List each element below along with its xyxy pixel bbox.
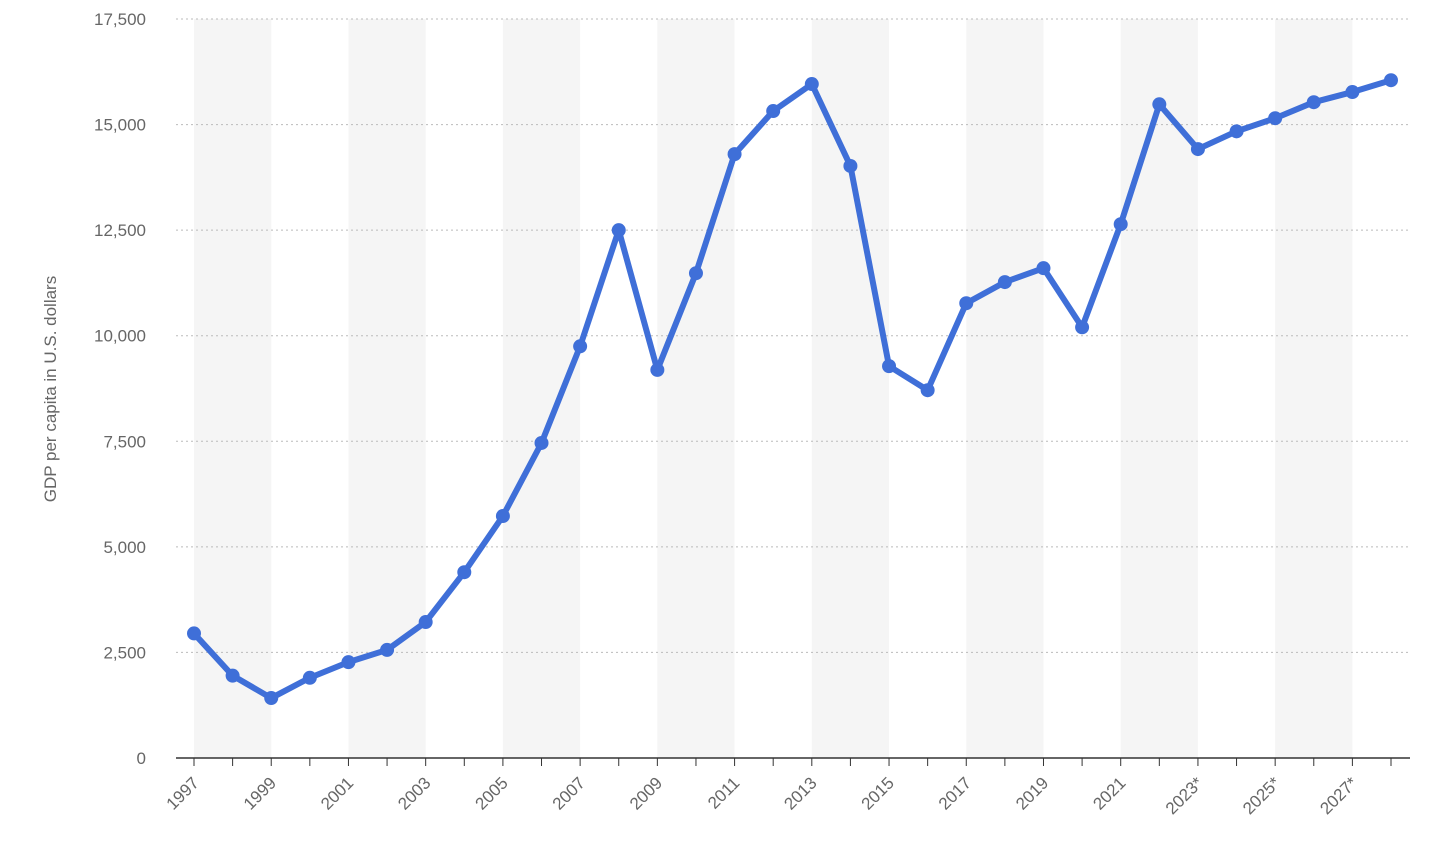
x-tick-label: 2001 (317, 773, 357, 813)
x-tick-label: 2027* (1316, 773, 1361, 818)
point (187, 626, 201, 641)
point (688, 266, 703, 281)
y-tick-label: 17,500 (94, 10, 146, 29)
x-tick-label: 2007 (549, 773, 589, 813)
point (418, 615, 433, 630)
point (727, 147, 742, 162)
point (1384, 73, 1398, 88)
band (966, 19, 1044, 758)
point (573, 339, 588, 354)
x-tick-label: 2013 (780, 773, 820, 813)
point (264, 691, 279, 706)
point (1268, 111, 1283, 126)
point (766, 104, 781, 119)
point (534, 435, 549, 450)
y-tick-label: 10,000 (94, 327, 146, 346)
point (997, 275, 1012, 290)
point (1075, 320, 1090, 335)
y-tick-label: 12,500 (94, 221, 146, 240)
point (1190, 142, 1205, 157)
x-tick-label: 2015 (858, 773, 898, 813)
point (804, 77, 819, 92)
band (811, 19, 890, 758)
point (882, 359, 897, 374)
y-tick-label: 5,000 (103, 538, 146, 557)
point (1306, 95, 1321, 110)
point (495, 509, 510, 524)
band (194, 19, 272, 758)
y-tick-label: 7,500 (103, 432, 146, 451)
y-tick-label: 2,500 (103, 643, 146, 662)
point (380, 642, 395, 657)
point (959, 296, 974, 311)
x-tick-label: 2021 (1089, 773, 1129, 813)
x-tick-label: 2009 (626, 773, 666, 813)
point (611, 223, 626, 238)
x-tick-label: 2003 (394, 773, 434, 813)
x-tick-label: 2005 (472, 773, 512, 813)
line (191, 77, 1392, 702)
point (302, 670, 317, 685)
point (1152, 97, 1167, 112)
point (920, 383, 935, 398)
point (843, 158, 858, 173)
point (1113, 217, 1128, 232)
band (1275, 19, 1353, 758)
x-tick-label: 1999 (240, 773, 280, 813)
point (341, 655, 356, 670)
point (1036, 261, 1051, 276)
band (1120, 19, 1198, 758)
y-tick-label: 15,000 (94, 116, 146, 135)
x-tick-label: 2011 (704, 773, 743, 812)
y-axis-label: GDP per capita in U.S. dollars (41, 276, 60, 502)
point (650, 362, 665, 377)
point (1345, 85, 1360, 100)
band (657, 19, 735, 758)
x-tick-label: 2023* (1162, 773, 1207, 818)
x-tick-label: 2025* (1239, 773, 1284, 818)
y-tick-label: 0 (137, 749, 146, 768)
x-tick-label: 1997 (163, 773, 203, 813)
point (1229, 124, 1244, 139)
x-tick-label: 2017 (935, 773, 975, 813)
x-tick-label: 2019 (1012, 773, 1052, 813)
band (502, 19, 581, 758)
point (225, 668, 240, 683)
point (457, 565, 472, 580)
